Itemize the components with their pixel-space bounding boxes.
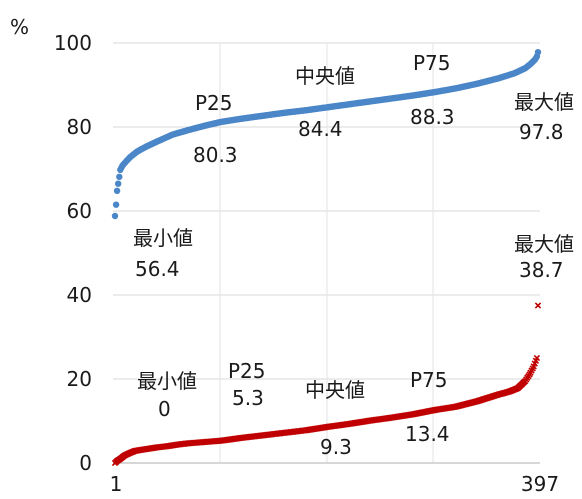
red-p75-value: 13.4 <box>405 422 450 446</box>
series-blue-points <box>111 49 542 220</box>
red-p25-value: 5.3 <box>232 386 264 410</box>
blue-median-label: 中央値 <box>295 64 355 88</box>
y-tick-label-40: 40 <box>67 283 92 307</box>
blue-p75-value: 88.3 <box>410 105 455 129</box>
y-tick-label-100: 100 <box>54 31 92 55</box>
y-tick-label-60: 60 <box>67 199 92 223</box>
x-tick-label-first: 1 <box>110 472 123 496</box>
red-median-value: 9.3 <box>320 435 352 459</box>
y-tick-label-80: 80 <box>67 115 92 139</box>
x-tick-label-last: 397 <box>521 472 559 496</box>
red-p75-label: P75 <box>410 368 448 392</box>
red-max-value: 38.7 <box>519 258 564 282</box>
grid <box>113 42 540 464</box>
axis-labels: % 0 20 40 60 80 100 1 397 <box>10 15 559 496</box>
y-unit-label: % <box>10 15 29 39</box>
red-point-395 <box>533 354 541 362</box>
y-tick-label-0: 0 <box>79 451 92 475</box>
blue-max-value: 97.8 <box>519 120 564 144</box>
blue-p75-label: P75 <box>413 51 451 75</box>
series-red-points <box>111 302 542 467</box>
blue-point-1 <box>112 201 120 208</box>
red-max-label: 最大値 <box>514 232 574 256</box>
annotations: 最小値 56.4 P25 80.3 中央値 84.4 P75 88.3 最大値 … <box>133 51 574 459</box>
blue-p25-label: P25 <box>195 91 233 115</box>
blue-median-value: 84.4 <box>298 117 343 141</box>
red-min-value: 0 <box>158 397 171 421</box>
red-point-396 <box>534 302 542 309</box>
blue-point-0 <box>111 212 119 220</box>
blue-p25-value: 80.3 <box>193 143 238 167</box>
blue-point-396 <box>534 49 542 56</box>
blue-point-4 <box>116 173 123 180</box>
blue-min-value: 56.4 <box>135 257 180 281</box>
red-median-label: 中央値 <box>305 378 365 402</box>
red-min-label: 最小値 <box>137 369 197 393</box>
y-tick-label-20: 20 <box>67 367 92 391</box>
blue-point-2 <box>113 187 121 194</box>
blue-min-label: 最小値 <box>133 226 193 250</box>
blue-max-label: 最大値 <box>514 90 574 114</box>
red-p25-label: P25 <box>228 359 266 383</box>
blue-point-3 <box>115 180 122 187</box>
